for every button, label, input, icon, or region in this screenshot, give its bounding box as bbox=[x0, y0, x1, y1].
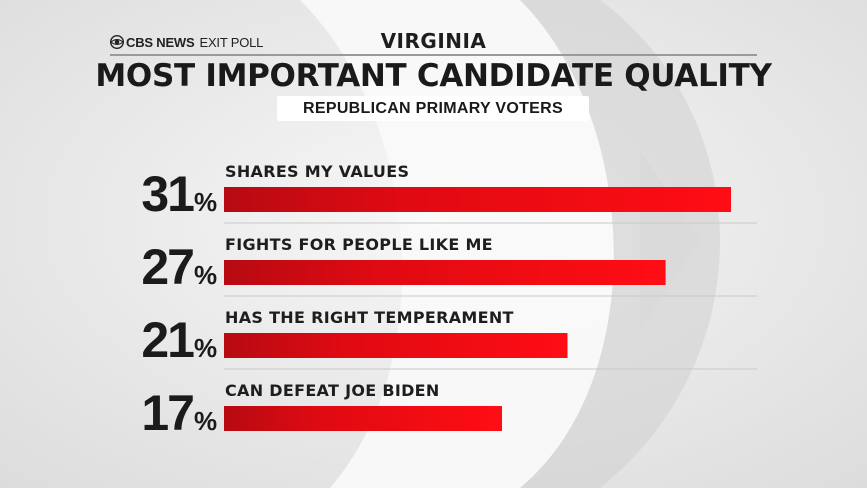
bar-row: 31 % SHARES MY VALUES bbox=[141, 162, 757, 224]
bar bbox=[224, 333, 568, 358]
value-label: 27 bbox=[141, 239, 193, 295]
category-label: HAS THE RIGHT TEMPERAMENT bbox=[225, 308, 514, 327]
bar-row: 21 % HAS THE RIGHT TEMPERAMENT bbox=[141, 308, 757, 370]
bar bbox=[224, 260, 666, 285]
cbs-news-logo: CBS NEWS EXIT POLL bbox=[110, 33, 263, 51]
value-label: 31 bbox=[141, 166, 194, 222]
brand-suffix: EXIT POLL bbox=[199, 34, 264, 50]
category-label: SHARES MY VALUES bbox=[225, 162, 409, 181]
chart-title: MOST IMPORTANT CANDIDATE QUALITY bbox=[95, 58, 772, 94]
percent-sign: % bbox=[194, 187, 217, 217]
brand-name: CBS NEWS bbox=[126, 34, 195, 50]
value-label: 21 bbox=[141, 312, 194, 368]
value-label: 17 bbox=[141, 385, 193, 441]
category-label: FIGHTS FOR PEOPLE LIKE ME bbox=[225, 235, 493, 254]
subtitle-badge: REPUBLICAN PRIMARY VOTERS bbox=[277, 96, 589, 121]
bar bbox=[224, 187, 731, 212]
region-heading: VIRGINIA bbox=[380, 29, 487, 53]
bar-row: 17 % CAN DEFEAT JOE BIDEN bbox=[141, 381, 502, 441]
bar-row: 27 % FIGHTS FOR PEOPLE LIKE ME bbox=[141, 235, 757, 297]
header-rule bbox=[110, 54, 757, 56]
cbs-eye-icon bbox=[110, 35, 124, 49]
category-label: CAN DEFEAT JOE BIDEN bbox=[225, 381, 440, 400]
percent-sign: % bbox=[194, 406, 217, 436]
percent-sign: % bbox=[194, 333, 217, 363]
percent-sign: % bbox=[194, 260, 217, 290]
bar bbox=[224, 406, 502, 431]
